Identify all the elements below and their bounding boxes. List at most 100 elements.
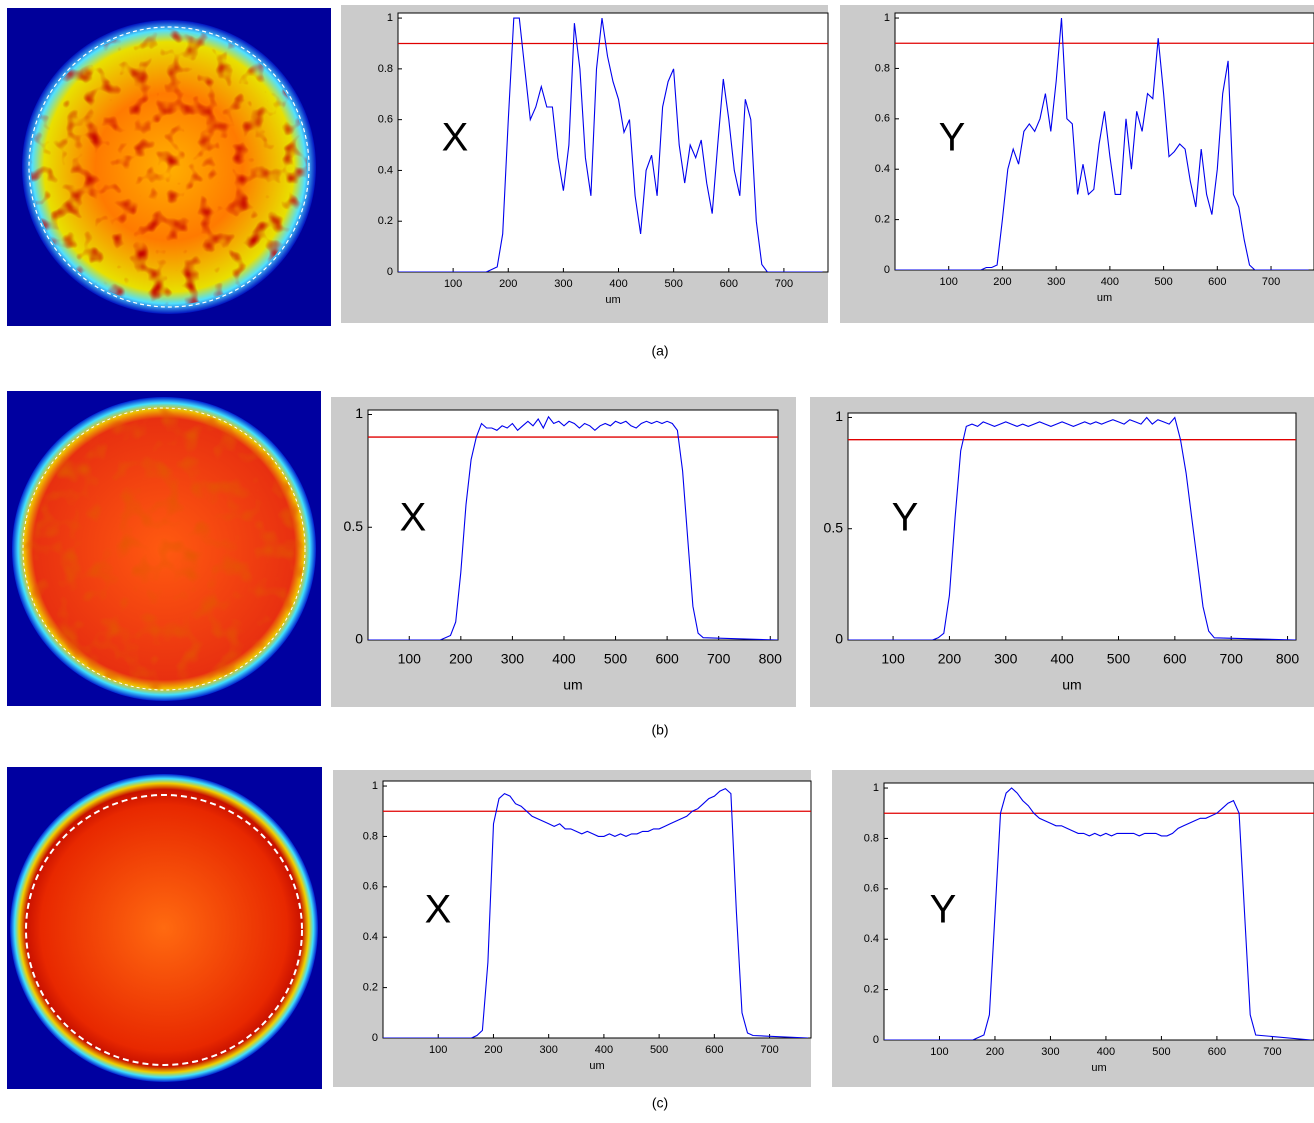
x-tick-label: 500 — [1154, 276, 1172, 288]
y-tick-label: 0 — [884, 264, 890, 276]
x-tick-label: 200 — [938, 651, 962, 667]
x-tick-label: 100 — [398, 651, 422, 667]
x-tick-label: 600 — [1163, 651, 1187, 667]
axis-annotation: X — [442, 116, 469, 160]
x-tick-label: 500 — [650, 1044, 668, 1056]
x-tick-label: 300 — [554, 278, 572, 290]
y-tick-label: 0.4 — [864, 933, 879, 945]
x-tick-label: 500 — [1152, 1046, 1170, 1058]
y-tick-label: 1 — [835, 408, 843, 424]
x-tick-label: 300 — [1041, 1046, 1059, 1058]
axis-annotation: Y — [930, 888, 957, 932]
x-axis-label: um — [1062, 677, 1081, 693]
y-tick-label: 1 — [873, 782, 879, 794]
y-tick-label: 0.8 — [378, 63, 393, 75]
y-tick-label: 1 — [884, 12, 890, 24]
x-tick-label: 200 — [986, 1046, 1004, 1058]
x-tick-label: 400 — [1097, 1046, 1115, 1058]
x-tick-label: 400 — [552, 651, 576, 667]
x-tick-label: 300 — [1047, 276, 1065, 288]
y-tick-label: 0.6 — [378, 114, 393, 126]
y-tick-label: 0.8 — [875, 62, 890, 74]
profile-chart: 0 0.2 0.4 0.6 0.8 1 100 200 300 400 500 600 700 um X — [341, 5, 829, 323]
axis-annotation: Y — [892, 496, 919, 540]
data-line — [895, 17, 1309, 270]
x-tick-label: 700 — [707, 651, 731, 667]
x-tick-label: 500 — [664, 278, 682, 290]
profile-chart: 0 0.2 0.4 0.6 0.8 1 100 200 300 400 500 600 700 um X — [333, 770, 812, 1087]
x-axis-label: um — [589, 1060, 604, 1072]
beam-image-b — [7, 391, 321, 706]
data-line — [368, 415, 778, 640]
x-tick-label: 800 — [759, 651, 783, 667]
x-tick-label: 700 — [775, 278, 793, 290]
x-tick-label: 700 — [1263, 1046, 1281, 1058]
y-tick-label: 0.2 — [378, 215, 393, 227]
profile-chart: 0 0.5 1 100 200 300 400 500 600 700 800 um Y — [810, 397, 1314, 707]
x-tick-label: 100 — [881, 651, 905, 667]
x-tick-label: 600 — [1208, 1046, 1226, 1058]
x-axis-label: um — [1091, 1062, 1106, 1074]
x-tick-label: 200 — [993, 276, 1011, 288]
y-tick-label: 0.8 — [363, 830, 378, 842]
axis-annotation: X — [425, 888, 452, 932]
plot-area — [847, 412, 1297, 641]
plot-area — [367, 409, 779, 641]
x-tick-label: 400 — [1050, 651, 1074, 667]
x-tick-label: 600 — [705, 1044, 723, 1056]
x-tick-label: 100 — [930, 1046, 948, 1058]
y-tick-label: 0.8 — [864, 832, 879, 844]
x-tick-label: 100 — [429, 1044, 447, 1056]
y-tick-label: 0 — [835, 631, 843, 647]
y-tick-label: 1 — [387, 12, 393, 24]
plot-area — [382, 780, 812, 1039]
x-axis-label: um — [563, 677, 582, 693]
x-tick-label: 600 — [720, 278, 738, 290]
x-tick-label: 600 — [655, 651, 679, 667]
plot-area — [397, 12, 829, 273]
x-tick-label: 200 — [484, 1044, 502, 1056]
y-tick-label: 0.4 — [875, 163, 890, 175]
x-tick-label: 700 — [760, 1044, 778, 1056]
x-axis-label: um — [1097, 292, 1112, 304]
x-tick-label: 300 — [539, 1044, 557, 1056]
plot-area — [883, 782, 1314, 1041]
y-tick-label: 0.4 — [363, 931, 378, 943]
y-tick-label: 1 — [355, 405, 363, 421]
x-axis-label: um — [605, 294, 620, 306]
profile-chart: 0 0.5 1 100 200 300 400 500 600 700 800 um X — [331, 397, 796, 707]
y-tick-label: 0.4 — [378, 164, 393, 176]
x-tick-label: 500 — [1107, 651, 1131, 667]
x-tick-label: 300 — [501, 651, 525, 667]
y-tick-label: 0 — [355, 631, 363, 647]
y-tick-label: 0.6 — [875, 113, 890, 125]
caption: (b) — [651, 722, 668, 738]
x-tick-label: 700 — [1262, 276, 1280, 288]
y-tick-label: 0.2 — [875, 214, 890, 226]
y-tick-label: 0 — [372, 1032, 378, 1044]
y-tick-label: 1 — [372, 780, 378, 792]
x-tick-label: 200 — [449, 651, 473, 667]
axis-annotation: Y — [939, 116, 966, 160]
x-tick-label: 500 — [604, 651, 628, 667]
y-tick-label: 0.2 — [864, 984, 879, 996]
profile-chart: 0 0.2 0.4 0.6 0.8 1 100 200 300 400 500 600 700 um Y — [832, 770, 1314, 1087]
x-tick-label: 200 — [499, 278, 517, 290]
data-line — [383, 787, 809, 1038]
beam-image-a — [7, 8, 331, 326]
axis-annotation: X — [400, 496, 427, 540]
x-tick-label: 300 — [994, 651, 1018, 667]
plot-area — [894, 12, 1314, 271]
y-tick-label: 0 — [873, 1034, 879, 1046]
data-line — [848, 416, 1296, 640]
x-tick-label: 400 — [1101, 276, 1119, 288]
x-tick-label: 100 — [940, 276, 958, 288]
y-tick-label: 0 — [387, 266, 393, 278]
x-tick-label: 800 — [1276, 651, 1300, 667]
y-tick-label: 0.5 — [824, 519, 844, 535]
data-line — [884, 787, 1312, 1040]
y-tick-label: 0.6 — [864, 883, 879, 895]
data-line — [398, 17, 823, 272]
